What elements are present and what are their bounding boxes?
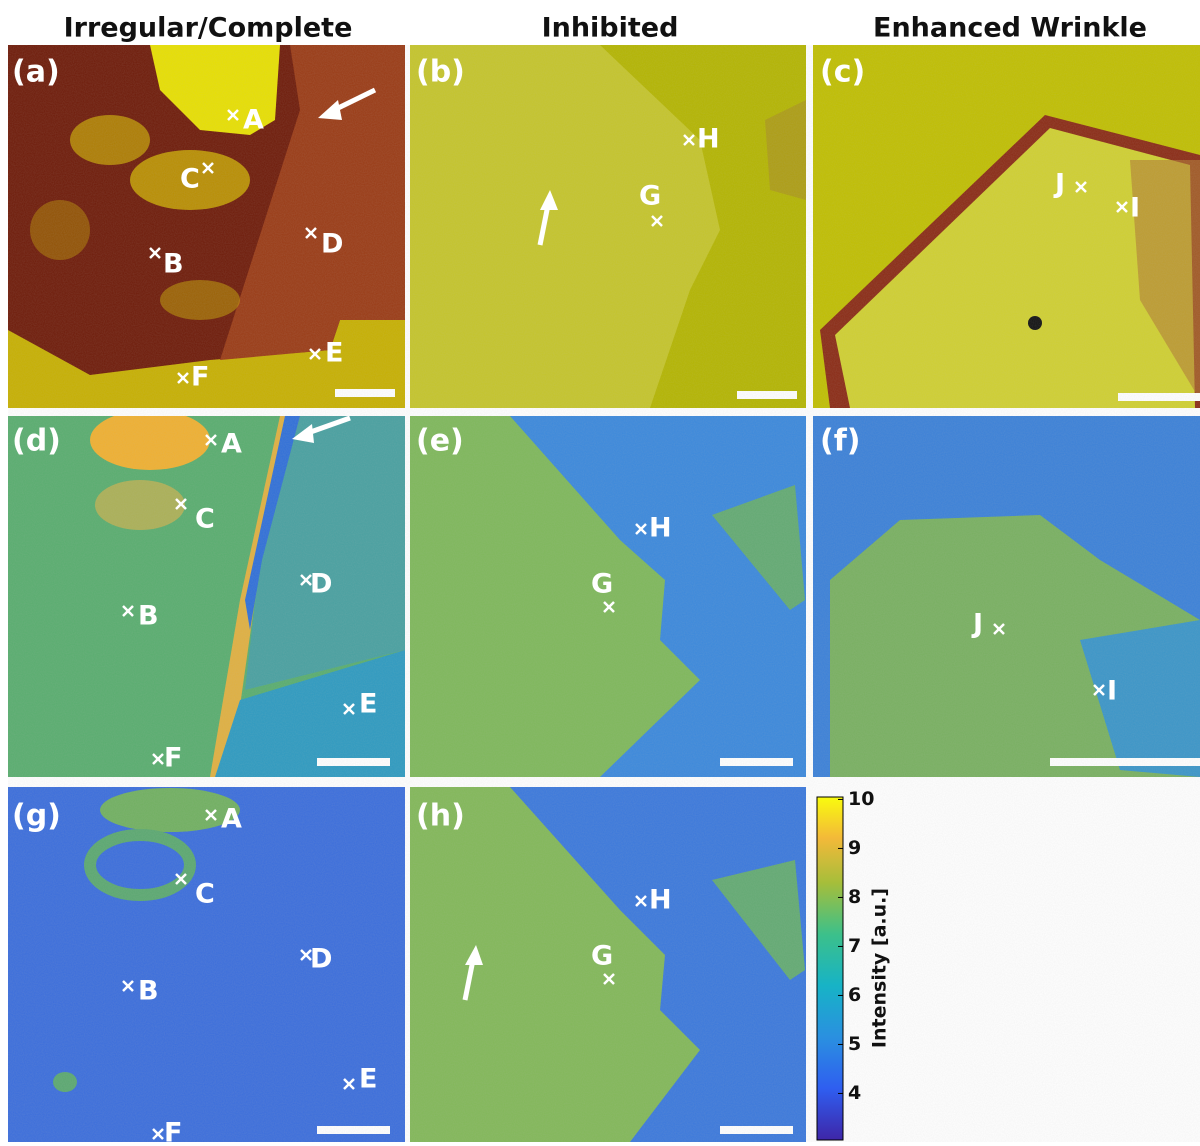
marker-label: J <box>971 609 983 640</box>
panel-label: (d) <box>12 424 61 459</box>
marker-label: G <box>591 569 613 600</box>
colorbar-tick-label: 9 <box>848 837 861 859</box>
marker-label: A <box>221 429 242 460</box>
marker-label: H <box>697 124 720 155</box>
marker-label: E <box>325 338 343 369</box>
marker-label: G <box>591 941 613 972</box>
colorbar-label: Intensity [a.u.] <box>869 888 891 1048</box>
colorbar-tick-label: 7 <box>848 935 861 957</box>
marker-label: I <box>1107 676 1117 707</box>
column-title: Inhibited <box>542 13 679 44</box>
marker-label: C <box>195 879 215 910</box>
column-title: Irregular/Complete <box>64 13 353 44</box>
panel-label: (b) <box>416 55 465 90</box>
marker-label: F <box>191 362 209 393</box>
colorbar-tick-label: 10 <box>848 788 874 810</box>
marker-label: C <box>195 504 215 535</box>
marker-label: J <box>1053 169 1065 200</box>
marker-label: H <box>649 885 672 916</box>
marker-label: A <box>221 804 242 835</box>
colorbar-tick-label: 8 <box>848 886 861 908</box>
marker-label: B <box>138 976 159 1007</box>
colorbar-tick-label: 5 <box>848 1033 861 1055</box>
marker-label: D <box>321 229 343 260</box>
marker-label: D <box>310 944 332 975</box>
colorbar-tick-label: 4 <box>848 1082 861 1104</box>
panel-label: (c) <box>820 55 865 90</box>
marker-label: G <box>639 181 661 212</box>
marker-label: B <box>163 249 184 280</box>
marker-label: H <box>649 513 672 544</box>
marker-label: A <box>243 105 264 136</box>
colorbar-tick-label: 6 <box>848 984 861 1006</box>
marker-label: E <box>359 689 377 720</box>
column-title: Enhanced Wrinkle <box>873 13 1147 44</box>
marker-label: D <box>310 569 332 600</box>
marker-label: F <box>164 743 182 774</box>
panel-label: (g) <box>12 799 61 834</box>
panel-label: (f) <box>820 424 860 459</box>
marker-label: C <box>180 164 200 195</box>
panel-label: (a) <box>12 55 60 90</box>
marker-label: I <box>1130 193 1140 224</box>
figure: Irregular/Complete Inhibited Enhanced Wr… <box>0 0 1200 1142</box>
panel-label: (h) <box>416 799 465 834</box>
panel-label: (e) <box>416 424 464 459</box>
marker-label: F <box>164 1118 182 1143</box>
marker-label: E <box>359 1064 377 1095</box>
marker-label: B <box>138 601 159 632</box>
